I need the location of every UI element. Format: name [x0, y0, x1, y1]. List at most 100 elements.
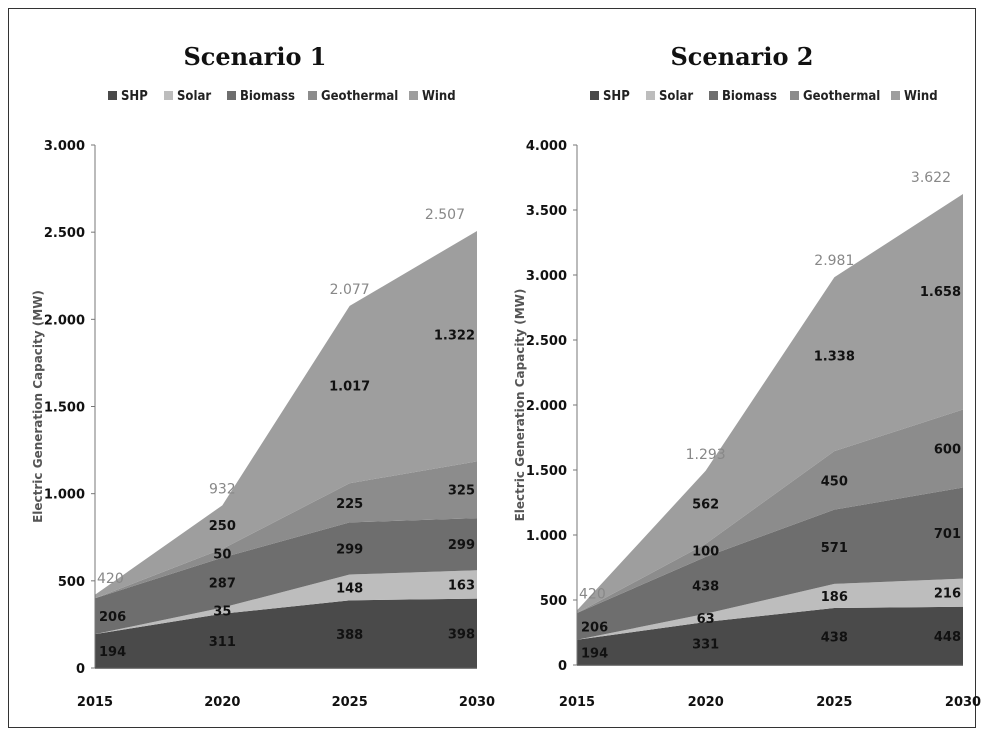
legend-item-geothermal: Geothermal	[308, 89, 398, 104]
data-label-biomass: 701	[934, 527, 961, 542]
data-label-shp: 438	[821, 631, 848, 646]
y-tick-label: 500	[540, 594, 567, 609]
y-tick-label: 2.000	[526, 399, 567, 414]
legend-swatch	[709, 91, 718, 100]
data-label-solar: 35	[213, 605, 231, 620]
x-tick-label: 2025	[816, 695, 852, 710]
x-tick-label: 2015	[77, 695, 113, 710]
data-label-wind: 562	[692, 498, 719, 513]
total-label: 1.293	[686, 447, 726, 463]
y-tick-label: 500	[58, 575, 85, 590]
data-label-shp: 398	[448, 627, 475, 642]
legend-swatch	[308, 91, 317, 100]
y-tick-label: 3.000	[526, 269, 567, 284]
legend-label: Biomass	[240, 89, 295, 104]
data-label-biomass: 299	[448, 538, 475, 553]
total-label: 2.507	[425, 207, 465, 223]
data-label-shp: 448	[934, 630, 961, 645]
data-label-geothermal: 600	[934, 443, 961, 458]
total-label: 420	[97, 571, 124, 587]
data-label-geothermal: 325	[448, 484, 475, 499]
data-label-biomass: 571	[821, 541, 848, 556]
legend-label: Wind	[904, 89, 938, 104]
x-tick-label: 2030	[945, 695, 981, 710]
legend-swatch	[108, 91, 117, 100]
chart-2: Scenario 2 SHP Solar Biomass Geothermal Wind 0…	[513, 42, 981, 710]
data-label-geothermal: 50	[213, 547, 231, 562]
legend-item-geothermal: Geothermal	[790, 89, 880, 104]
data-label-geothermal: 450	[821, 474, 848, 489]
y-tick-label: 0	[558, 659, 567, 674]
x-tick-label: 2015	[559, 695, 595, 710]
x-tick-label: 2030	[459, 695, 495, 710]
y-tick-label: 3.500	[526, 204, 567, 219]
data-label-solar: 148	[336, 581, 363, 596]
data-label-wind: 1.017	[329, 380, 370, 395]
data-label-wind: 1.338	[814, 349, 855, 364]
data-label-biomass: 287	[209, 577, 236, 592]
legend-item-solar: Solar	[164, 89, 211, 104]
total-label: 3.622	[911, 170, 951, 186]
chart-1: Scenario 1 SHP Solar Biomass Geothermal Wind 0…	[31, 42, 495, 710]
legend: SHP Solar Biomass Geothermal Wind	[590, 89, 938, 104]
legend-item-shp: SHP	[590, 89, 630, 104]
y-tick-label: 1.000	[44, 488, 85, 503]
data-label-shp: 311	[209, 635, 236, 650]
total-label: 2.077	[330, 282, 370, 298]
y-tick-label: 2.500	[44, 226, 85, 241]
legend-label: Solar	[659, 89, 693, 104]
x-tick-label: 2020	[688, 695, 724, 710]
chart-title: Scenario 1	[183, 42, 326, 71]
legend-label: SHP	[603, 89, 630, 104]
data-label-solar: 186	[821, 590, 848, 605]
data-label-shp: 331	[692, 637, 719, 652]
legend: SHP Solar Biomass Geothermal Wind	[108, 89, 456, 104]
data-label-solar: 63	[697, 612, 715, 627]
legend-label: SHP	[121, 89, 148, 104]
legend-item-wind: Wind	[891, 89, 938, 104]
y-tick-label: 2.000	[44, 313, 85, 328]
legend-item-biomass: Biomass	[227, 89, 295, 104]
legend-label: Solar	[177, 89, 211, 104]
legend-swatch	[590, 91, 599, 100]
data-label-geothermal: 225	[336, 497, 363, 512]
x-tick-label: 2025	[332, 695, 368, 710]
data-label-biomass: 206	[581, 620, 608, 635]
data-label-shp: 388	[336, 628, 363, 643]
y-tick-label: 1.000	[526, 529, 567, 544]
legend-item-shp: SHP	[108, 89, 148, 104]
total-label: 2.981	[814, 253, 854, 269]
data-label-biomass: 299	[336, 542, 363, 557]
data-label-solar: 216	[934, 587, 961, 602]
legend-swatch	[409, 91, 418, 100]
y-tick-label: 3.000	[44, 139, 85, 154]
y-axis-label: Electric Generation Capacity (MW)	[31, 290, 45, 523]
y-tick-label: 4.000	[526, 139, 567, 154]
legend-item-biomass: Biomass	[709, 89, 777, 104]
legend-item-wind: Wind	[409, 89, 456, 104]
data-label-wind: 250	[209, 519, 236, 534]
legend-swatch	[891, 91, 900, 100]
y-axis-label: Electric Generation Capacity (MW)	[513, 289, 527, 522]
data-label-solar: 163	[448, 578, 475, 593]
data-label-wind: 1.322	[434, 329, 475, 344]
legend-swatch	[790, 91, 799, 100]
legend-item-solar: Solar	[646, 89, 693, 104]
y-tick-label: 1.500	[44, 401, 85, 416]
y-tick-label: 2.500	[526, 334, 567, 349]
x-tick-label: 2020	[204, 695, 240, 710]
total-label: 932	[209, 482, 236, 498]
total-label: 420	[579, 586, 606, 602]
y-tick-label: 0	[76, 662, 85, 677]
legend-swatch	[227, 91, 236, 100]
data-label-shp: 194	[581, 646, 608, 661]
legend-label: Geothermal	[803, 89, 880, 104]
chart-title: Scenario 2	[670, 42, 813, 71]
data-label-biomass: 438	[692, 579, 719, 594]
legend-swatch	[646, 91, 655, 100]
legend-label: Biomass	[722, 89, 777, 104]
legend-swatch	[164, 91, 173, 100]
data-label-shp: 194	[99, 645, 126, 660]
data-label-wind: 1.658	[920, 285, 961, 300]
